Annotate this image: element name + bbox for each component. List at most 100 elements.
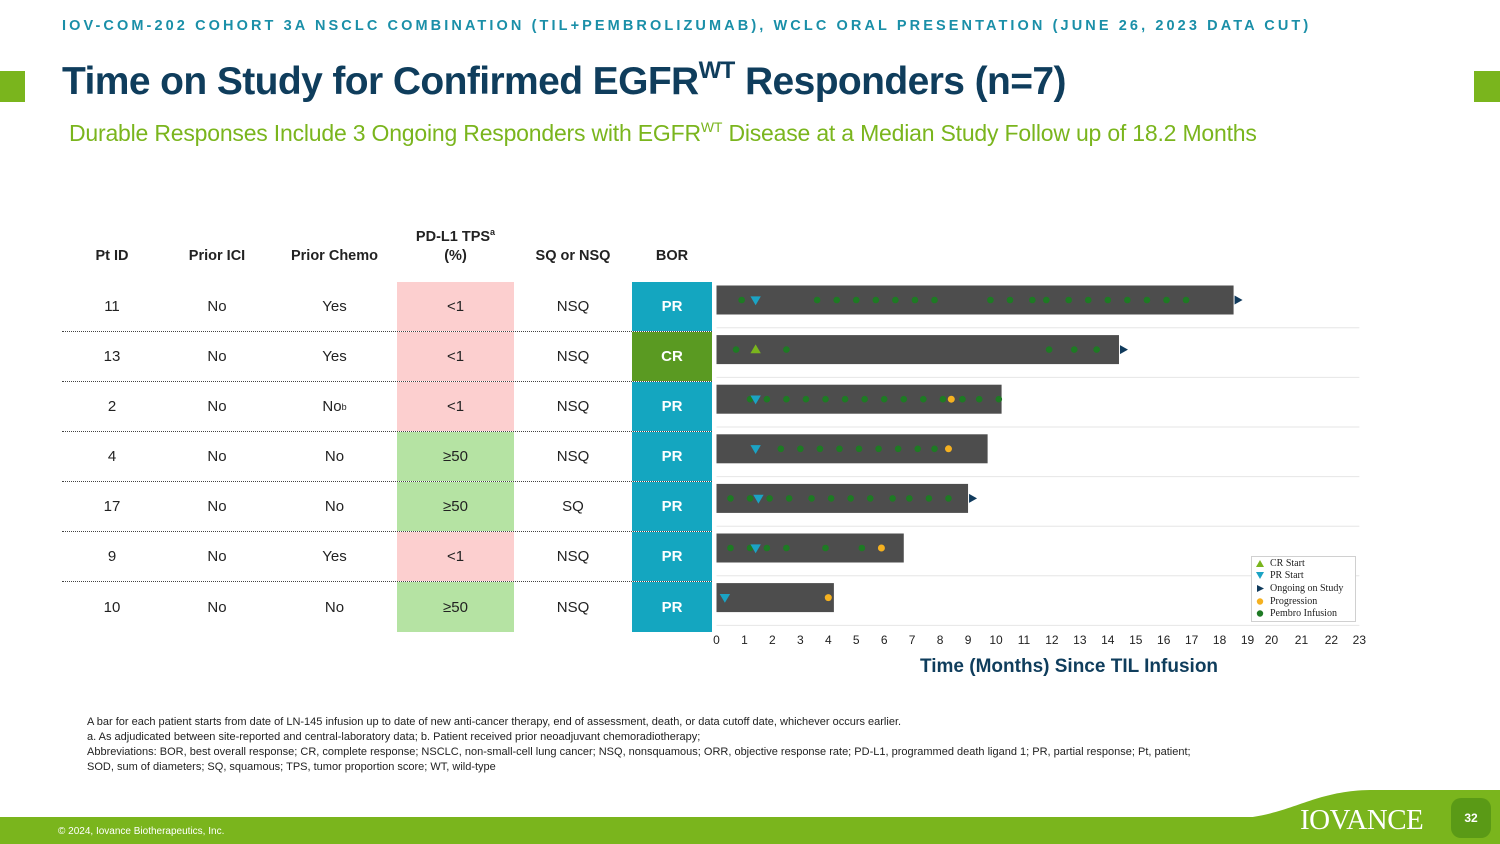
presentation-banner: IOV-COM-202 COHORT 3A NSCLC COMBINATION … [62,18,1312,34]
cell-prior-ici: No [162,482,272,531]
cell-pt-id-text: 9 [107,548,117,565]
pembro-infusion-marker [1084,296,1092,304]
pembro-infusion-marker [833,296,840,304]
footnote-bar-definition: A bar for each patient starts from date … [87,716,902,728]
cell-pt-id: 9 [62,532,162,581]
cell-bor-text: PR [661,498,683,515]
legend-symbol [1256,597,1270,606]
cell-histology-text: NSQ [556,598,590,616]
pembro-infusion-marker [766,495,773,502]
legend-item: Ongoing on Study [1252,582,1355,595]
pembro-infusion-marker [785,495,793,502]
cell-pt-id: 11 [62,282,162,331]
cell-pdl1-text: <1 [446,348,465,365]
cell-pdl1: ≥50 [397,582,514,632]
pembro-infusion-marker [763,395,771,403]
cell-prior-chemo: Yes [272,532,397,581]
cell-prior-chemo: No [272,582,397,632]
pembro-infusion-marker [841,395,849,403]
cell-prior-ici-text: No [207,598,227,616]
slide-subtitle: Durable Responses Include 3 Ongoing Resp… [69,120,1257,147]
x-tick-label: 8 [937,633,944,647]
table-row: 13 No Yes <1 NSQ CR [62,332,712,382]
header-pdl1-line1: PD-L1 TPS [415,229,491,245]
copyright-text: © 2024, Iovance Biotherapeutics, Inc. [58,826,225,837]
progression-marker [824,594,832,602]
x-tick-label: 21 [1295,633,1309,647]
pembro-infusion-marker [727,544,734,552]
header-prior-ici: Prior ICI [188,248,246,264]
legend-symbol [1256,609,1270,618]
patient-bar [716,384,1002,414]
pr-start-marker [750,296,761,306]
cell-prior-chemo: No [272,432,397,481]
cell-histology: NSQ [514,432,632,481]
pembro-infusion-marker [872,296,880,304]
header-pt-id: Pt ID [95,248,129,264]
pembro-infusion-marker [959,395,966,403]
header-bor: BOR [655,248,689,264]
cell-pt-id-text: 4 [107,448,117,465]
header-histology: SQ or NSQ [535,248,611,264]
legend-label: Progression [1270,595,1318,607]
pembro-infusion-marker [1045,346,1053,353]
pembro-infusion-marker [911,296,919,304]
left-accent-block [0,71,25,102]
pembro-infusion-marker [777,445,785,453]
cell-prior-chemo-text: No [324,498,345,515]
cell-pt-id-text: 17 [103,498,121,515]
cell-pt-id: 10 [62,582,162,632]
pembro-infusion-marker [1093,346,1100,353]
cell-prior-chemo-text: Yes [322,298,347,315]
header-prior-chemo: Prior Chemo [290,248,378,264]
table-header: Pt ID Prior ICI Prior Chemo PD-L1 TPSa (%… [62,220,712,282]
cell-prior-chemo-text: No [324,448,345,465]
x-tick-label: 16 [1157,633,1171,647]
cell-pdl1: <1 [397,282,514,331]
pembro-infusion-marker [797,445,804,453]
cell-pt-id-text: 11 [104,298,120,315]
footer-bar [0,817,1500,844]
cell-histology-text: NSQ [556,448,590,465]
pembro-infusion-marker [746,495,754,502]
cell-prior-ici: No [162,582,272,632]
pembro-infusion-marker [802,395,810,403]
cell-histology-text: NSQ [556,548,590,565]
cell-bor: PR [632,482,712,531]
footnote-ab: a. As adjudicated between site-reported … [87,731,701,743]
pembro-infusion-marker [783,346,790,353]
x-axis-title: Time (Months) Since TIL Infusion [920,656,1219,677]
legend-item: Pembro Infusion [1252,607,1355,620]
table-row: 10 No No ≥50 NSQ PR [62,582,712,632]
pembro-infusion-marker [995,395,1003,403]
legend-symbol [1256,584,1270,593]
cell-pdl1: ≥50 [397,482,514,531]
x-tick-label: 9 [965,633,972,647]
table-row: 4 No No ≥50 NSQ PR [62,432,712,482]
table-body: 11 No Yes <1 NSQ PR 13 No Yes <1 NSQ CR 2 No No b <1 NSQ P… [62,282,712,632]
cell-bor: PR [632,382,712,431]
cell-bor: PR [632,432,712,481]
patient-table: Pt ID Prior ICI Prior Chemo PD-L1 TPSa (%… [62,220,712,632]
subtitle-start: Durable Responses Include 3 Ongoing Resp… [69,120,701,146]
cell-prior-ici-text: No [207,298,227,315]
x-tick-label: 23 [1353,633,1367,647]
cell-prior-chemo-text: No [322,398,342,415]
chart-legend: CR Start PR Start Ongoing on Study Progress… [1251,556,1356,622]
cell-pdl1: ≥50 [397,432,514,481]
pr-start-marker [753,494,764,504]
footnote-abbreviations: Abbreviations: BOR, best overall respons… [87,746,1191,773]
x-tick-label: 17 [1185,633,1199,647]
pembro-infusion-marker [1124,296,1131,304]
cell-bor-text: PR [661,298,683,315]
pembro-infusion-marker [738,296,745,304]
pembro-infusion-marker [1163,296,1170,304]
pembro-infusion-marker [727,495,734,502]
pembro-infusion-marker [892,296,899,304]
pembro-infusion-marker [855,445,863,453]
cell-bor: PR [632,532,712,581]
x-tick-label: 4 [825,633,832,647]
cell-histology-text: SQ [562,498,584,515]
footer-wave-shape [1230,790,1500,819]
x-tick-label: 11 [1018,633,1031,647]
